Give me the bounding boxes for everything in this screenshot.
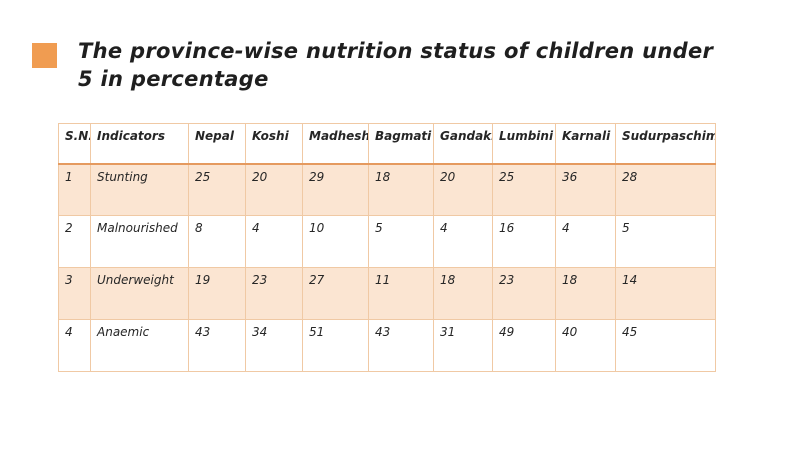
table-row: 4 Anaemic 43 34 51 43 31 49 40 45 <box>58 319 716 372</box>
table-cell: 23 <box>245 267 303 320</box>
table-cell: 4 <box>433 215 493 268</box>
table-cell: 25 <box>188 163 246 216</box>
table-cell: 25 <box>492 163 556 216</box>
table-cell: 49 <box>492 319 556 372</box>
slide-title: The province-wise nutrition status of ch… <box>78 39 714 91</box>
table-cell: 4 <box>555 215 616 268</box>
table-cell: 2 <box>58 215 91 268</box>
column-header: Bagmati <box>368 123 434 165</box>
table-header: S.N. Indicators Nepal Koshi Madhesh Bagmati Ga… <box>58 123 716 165</box>
table-cell: Underweight <box>90 267 189 320</box>
table-cell: 36 <box>555 163 616 216</box>
table-cell: 3 <box>58 267 91 320</box>
table-cell: 31 <box>433 319 493 372</box>
nutrition-status-table: S.N. Indicators Nepal Koshi Madhesh Bagmati Ga… <box>58 123 716 372</box>
table-cell: 5 <box>615 215 716 268</box>
table-cell: 27 <box>302 267 369 320</box>
column-header: Koshi <box>245 123 303 165</box>
table-cell: 14 <box>615 267 716 320</box>
table-cell: 4 <box>58 319 91 372</box>
orange-bullet-square-icon <box>32 43 57 68</box>
table-cell: 8 <box>188 215 246 268</box>
column-header: Nepal <box>188 123 246 165</box>
table-cell: 20 <box>433 163 493 216</box>
table-cell: 18 <box>433 267 493 320</box>
table-cell: Stunting <box>90 163 189 216</box>
table-cell: 10 <box>302 215 369 268</box>
table-body: 1 Stunting 25 20 29 18 20 25 36 28 2 Malnourished 8 4… <box>58 163 716 372</box>
column-header: Sudurpaschim <box>615 123 716 165</box>
table-cell: 23 <box>492 267 556 320</box>
table-cell: 43 <box>188 319 246 372</box>
table-header-row: S.N. Indicators Nepal Koshi Madhesh Bagmati Ga… <box>58 123 716 165</box>
column-header: Lumbini <box>492 123 556 165</box>
table-cell: 18 <box>368 163 434 216</box>
table-row: 1 Stunting 25 20 29 18 20 25 36 28 <box>58 163 716 216</box>
table-cell: 43 <box>368 319 434 372</box>
table-cell: 45 <box>615 319 716 372</box>
table-cell: 51 <box>302 319 369 372</box>
table-row: 3 Underweight 19 23 27 11 18 23 18 14 <box>58 267 716 320</box>
table-cell: 28 <box>615 163 716 216</box>
table-row: 2 Malnourished 8 4 10 5 4 16 4 5 <box>58 215 716 268</box>
table-cell: 4 <box>245 215 303 268</box>
table-cell: 20 <box>245 163 303 216</box>
column-header: Karnali <box>555 123 616 165</box>
table-cell: 40 <box>555 319 616 372</box>
table-cell: 34 <box>245 319 303 372</box>
column-header: Madhesh <box>302 123 369 165</box>
column-header: S.N. <box>58 123 91 165</box>
table-cell: 18 <box>555 267 616 320</box>
table-cell: 5 <box>368 215 434 268</box>
table-cell: 16 <box>492 215 556 268</box>
table-cell: 29 <box>302 163 369 216</box>
table-cell: 11 <box>368 267 434 320</box>
table-cell: Anaemic <box>90 319 189 372</box>
column-header: Indicators <box>90 123 189 165</box>
table-cell: Malnourished <box>90 215 189 268</box>
table-cell: 1 <box>58 163 91 216</box>
table-cell: 19 <box>188 267 246 320</box>
column-header: Gandaki <box>433 123 493 165</box>
